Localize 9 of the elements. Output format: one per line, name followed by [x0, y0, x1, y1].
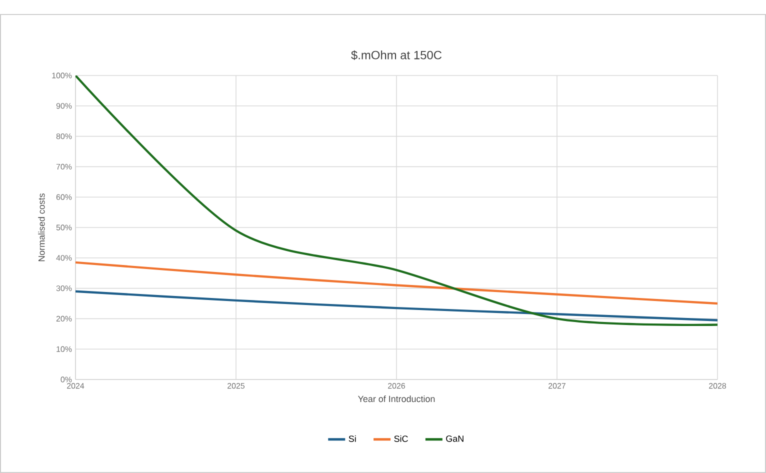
- legend-label: GaN: [446, 435, 464, 442]
- line-series: [76, 261, 718, 305]
- line-series: [76, 290, 718, 322]
- legend-label: Si: [348, 435, 356, 442]
- line-series: [76, 75, 718, 326]
- legend-label: SiC: [394, 435, 408, 442]
- x-axis-title: Year of Introduction: [358, 396, 435, 402]
- chart-title: $.mOhm at 150C: [351, 50, 442, 60]
- y-axis-title: Normalised costs: [38, 193, 45, 262]
